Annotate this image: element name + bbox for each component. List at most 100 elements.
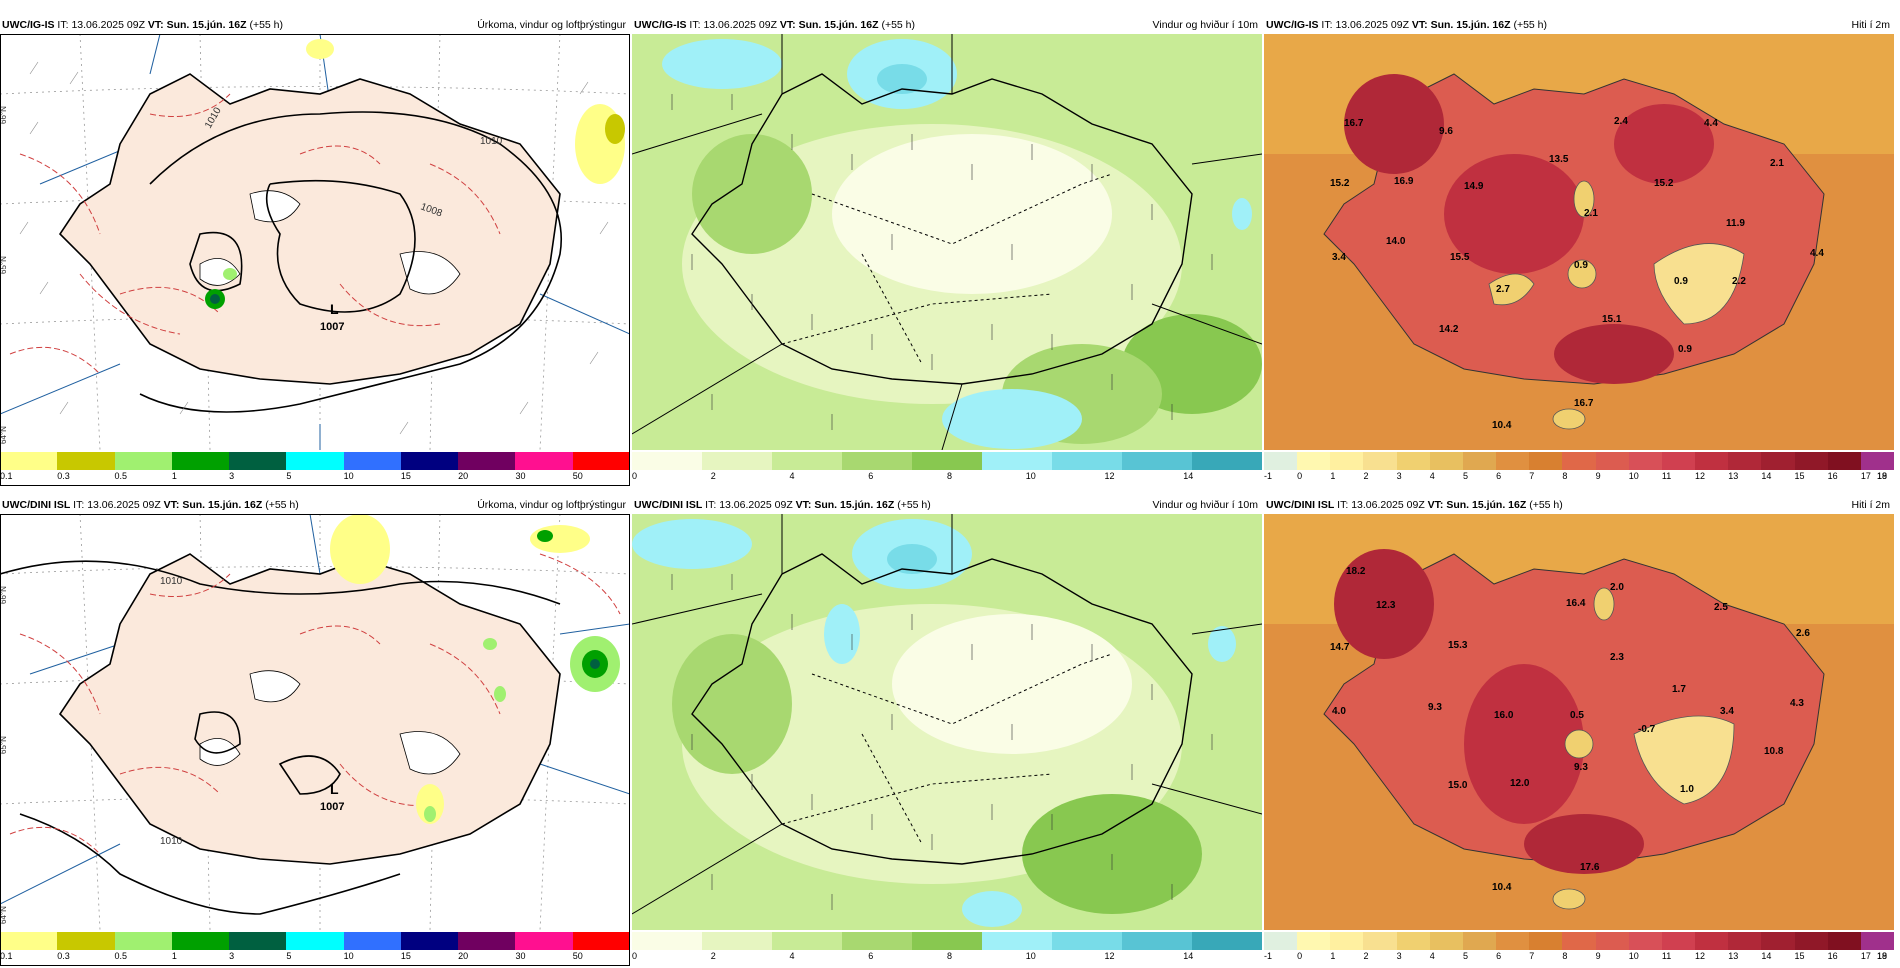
colorbar-swatch bbox=[286, 932, 344, 950]
svg-text:4.4: 4.4 bbox=[1704, 118, 1718, 129]
field-title: Hiti í 2m bbox=[1851, 499, 1890, 511]
colorbar-tick-label: 0 bbox=[632, 471, 638, 481]
colorbar-tick-label: 0 bbox=[632, 951, 638, 961]
colorbar-swatch bbox=[1363, 452, 1397, 470]
colorbar-swatch bbox=[912, 932, 982, 950]
panel-temp-top: UWC/IG-IS IT: 13.06.2025 09Z VT: Sun. 15… bbox=[1264, 18, 1894, 488]
svg-text:15.0: 15.0 bbox=[1448, 780, 1468, 791]
svg-text:9.6: 9.6 bbox=[1439, 126, 1453, 137]
colorbar-tick-label: 10 bbox=[1628, 951, 1639, 961]
isobar-label: 1010 bbox=[160, 836, 183, 847]
wind-map bbox=[632, 34, 1262, 450]
svg-text:-0.7: -0.7 bbox=[1638, 724, 1656, 735]
iceland-outline bbox=[58, 73, 561, 385]
svg-text:10.8: 10.8 bbox=[1764, 746, 1784, 757]
colorbar-swatch bbox=[702, 932, 772, 950]
isobar-label: 1010 bbox=[160, 576, 183, 587]
svg-text:2.3: 2.3 bbox=[1610, 652, 1624, 663]
svg-text:2.1: 2.1 bbox=[1584, 208, 1598, 219]
colorbar-tick-label: 4 bbox=[789, 951, 795, 961]
panel-header: UWC/DINI ISL IT: 13.06.2025 09Z VT: Sun.… bbox=[634, 499, 1258, 511]
colorbar-tick-label: 12 bbox=[1695, 951, 1706, 961]
lat-label: 65°N bbox=[0, 736, 8, 754]
svg-text:11.9: 11.9 bbox=[1726, 218, 1745, 229]
colorbar-tick-label: 17 bbox=[1860, 471, 1871, 481]
colorbar bbox=[1264, 932, 1894, 950]
colorbar-swatch bbox=[842, 932, 912, 950]
colorbar-swatch bbox=[572, 452, 630, 470]
colorbar-tick-label: 3 bbox=[1396, 951, 1402, 961]
svg-text:9.3: 9.3 bbox=[1574, 762, 1588, 773]
colorbar-swatch bbox=[343, 452, 401, 470]
colorbar-tick-label: 5 bbox=[286, 951, 292, 961]
colorbar-swatch bbox=[400, 452, 459, 470]
colorbar-tick-label: 15 bbox=[400, 471, 411, 481]
init-time: 13.06.2025 09Z bbox=[1351, 499, 1425, 511]
colorbar bbox=[632, 932, 1262, 950]
model-name: UWC/DINI ISL bbox=[1266, 499, 1335, 511]
panel-wind-bottom: UWC/DINI ISL IT: 13.06.2025 09Z VT: Sun.… bbox=[632, 498, 1262, 968]
svg-text:14.9: 14.9 bbox=[1464, 181, 1484, 192]
svg-text:10.4: 10.4 bbox=[1492, 882, 1512, 893]
colorbar-tick-label: 2 bbox=[1363, 471, 1369, 481]
field-title: Vindur og hviður í 10m bbox=[1152, 19, 1258, 31]
colorbar-swatch bbox=[1794, 452, 1828, 470]
colorbar-swatch bbox=[1297, 452, 1331, 470]
svg-text:16.4: 16.4 bbox=[1566, 598, 1586, 609]
field-title: Úrkoma, vindur og loftþrýstingur bbox=[477, 499, 626, 511]
svg-text:2.4: 2.4 bbox=[1614, 116, 1628, 127]
colorbar-tick-label: 19 bbox=[1877, 951, 1888, 961]
colorbar-swatch bbox=[1192, 932, 1262, 950]
colorbar-swatch bbox=[343, 932, 401, 950]
colorbar-swatch bbox=[1429, 452, 1463, 470]
model-name: UWC/IG-IS bbox=[1266, 19, 1319, 31]
colorbar-tick-label: -1 bbox=[1264, 471, 1273, 481]
colorbar-tick-label: 13 bbox=[1728, 951, 1739, 961]
colorbar-tick-label: 12 bbox=[1104, 471, 1115, 481]
colorbar-swatch bbox=[458, 452, 516, 470]
svg-text:2.7: 2.7 bbox=[1496, 284, 1510, 295]
colorbar-tick-label: 0.5 bbox=[114, 951, 128, 961]
temp-map: 18.2 12.3 16.4 2.0 2.5 2.6 14.7 15.3 2.3 1.7 4.0… bbox=[1264, 514, 1894, 930]
svg-text:3.4: 3.4 bbox=[1720, 706, 1734, 717]
colorbar-swatch bbox=[1496, 452, 1530, 470]
colorbar-tick-label: 0 bbox=[1297, 951, 1303, 961]
low-value: 1007 bbox=[320, 801, 344, 813]
svg-text:17.6: 17.6 bbox=[1580, 862, 1600, 873]
model-name: UWC/DINI ISL bbox=[2, 499, 71, 511]
colorbar-ticks: 0 2 4 6 8 10 12 14 bbox=[632, 470, 1262, 484]
colorbar-tick-label: 3 bbox=[1396, 471, 1402, 481]
svg-text:15.2: 15.2 bbox=[1330, 178, 1350, 189]
colorbar-swatch bbox=[1595, 452, 1629, 470]
colorbar-swatch bbox=[1661, 452, 1696, 470]
svg-text:12.3: 12.3 bbox=[1376, 600, 1396, 611]
svg-text:3.4: 3.4 bbox=[1332, 252, 1346, 263]
colorbar-swatch bbox=[1330, 932, 1364, 950]
colorbar-tick-label: 30 bbox=[515, 471, 526, 481]
colorbar-swatch bbox=[1628, 932, 1662, 950]
colorbar-tick-label: 14 bbox=[1761, 951, 1772, 961]
colorbar-tick-label: 14 bbox=[1761, 471, 1772, 481]
colorbar-tick-label: 20 bbox=[458, 471, 469, 481]
colorbar-swatch bbox=[1396, 932, 1430, 950]
colorbar-tick-label: 11 bbox=[1661, 951, 1672, 961]
colorbar-tick-label: 0.3 bbox=[57, 951, 70, 961]
svg-text:18.2: 18.2 bbox=[1346, 566, 1366, 577]
colorbar-ticks: 0.1 0.3 0.5 1 3 5 10 15 20 30 50 bbox=[0, 470, 630, 484]
colorbar-tick-label: 6 bbox=[1496, 471, 1502, 481]
colorbar-swatch bbox=[632, 932, 702, 950]
colorbar-swatch bbox=[772, 932, 842, 950]
colorbar-swatch bbox=[1695, 452, 1729, 470]
colorbar-swatch bbox=[114, 452, 172, 470]
svg-text:9.3: 9.3 bbox=[1428, 702, 1442, 713]
colorbar-swatch bbox=[1562, 932, 1596, 950]
field-title: Vindur og hviður í 10m bbox=[1152, 499, 1258, 511]
colorbar-tick-label: 20 bbox=[458, 951, 469, 961]
colorbar-tick-label: 1 bbox=[1330, 471, 1336, 481]
colorbar-tick-label: 12 bbox=[1695, 471, 1706, 481]
colorbar-swatch bbox=[1794, 932, 1828, 950]
colorbar-tick-label: 6 bbox=[868, 951, 874, 961]
colorbar-swatch bbox=[286, 452, 344, 470]
colorbar-swatch bbox=[1122, 452, 1192, 470]
colorbar-ticks: 0.1 0.3 0.5 1 3 5 10 15 20 30 50 bbox=[0, 950, 630, 964]
